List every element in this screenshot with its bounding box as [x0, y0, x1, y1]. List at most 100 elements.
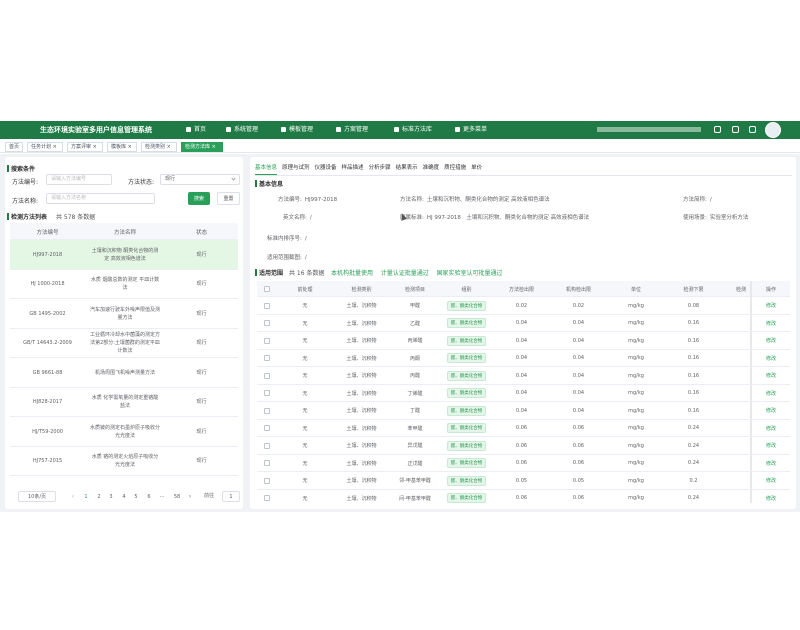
- column-header: 检测项目: [390, 281, 440, 297]
- table-cell: 正戊醛: [390, 455, 440, 473]
- table-cell: 0.16: [665, 332, 722, 350]
- edit-link[interactable]: 修改: [752, 367, 790, 385]
- search-button[interactable]: 搜索: [188, 192, 210, 205]
- page-number[interactable]: 6: [145, 491, 153, 502]
- edit-link[interactable]: 修改: [752, 350, 790, 368]
- detail-tab[interactable]: 基本信息: [255, 163, 277, 175]
- page-size[interactable]: 10条/页: [18, 491, 56, 502]
- table-cell: 土壤、沉积物: [333, 367, 390, 385]
- batch-action[interactable]: 本机构批量使用: [331, 268, 373, 277]
- section-title: 搜索条件: [11, 164, 35, 173]
- input[interactable]: 请输入方法名称: [46, 193, 155, 204]
- detail-tab[interactable]: 质控措施: [444, 163, 466, 175]
- edit-link[interactable]: 修改: [752, 472, 790, 490]
- header-checkbox[interactable]: [264, 286, 270, 292]
- detail-tab[interactable]: 仪器设备: [315, 163, 337, 175]
- row-checkbox[interactable]: [264, 443, 270, 449]
- table-cell: 汽车加速行驶车外噪声限值及测量方法: [90, 299, 160, 329]
- page-tab[interactable]: 首页: [5, 142, 23, 152]
- page-number[interactable]: 4: [120, 491, 128, 502]
- select[interactable]: 现行: [160, 174, 240, 185]
- row-checkbox[interactable]: [264, 390, 270, 396]
- table-cell: 土壤、沉积物: [333, 315, 390, 333]
- toolbar-icon[interactable]: [714, 126, 721, 133]
- tab-close[interactable]: ×: [165, 144, 171, 150]
- reset-button[interactable]: 重置: [217, 192, 240, 205]
- table-cell: 异戊醛: [390, 437, 440, 455]
- tab-close[interactable]: ×: [210, 144, 216, 150]
- edit-link[interactable]: 修改: [752, 385, 790, 403]
- nav-item[interactable]: 更多菜单: [463, 121, 487, 139]
- row-checkbox[interactable]: [264, 425, 270, 431]
- toolbar-icon[interactable]: [749, 126, 756, 133]
- field-label: 方法状态:: [128, 177, 154, 186]
- table-cell: 丙醛: [390, 367, 440, 385]
- edit-link[interactable]: 修改: [752, 455, 790, 473]
- tab-label: 检测方法库: [185, 144, 210, 150]
- edit-link[interactable]: 修改: [752, 332, 790, 350]
- tab-close[interactable]: ×: [126, 144, 132, 150]
- nav-item[interactable]: 标准方法库: [402, 121, 432, 139]
- table-cell: 无: [277, 472, 333, 490]
- page-tab[interactable]: 任务计划 ×: [27, 142, 63, 152]
- row-checkbox[interactable]: [264, 320, 270, 326]
- page-tab[interactable]: 模板库 ×: [107, 142, 137, 152]
- row-checkbox[interactable]: [264, 355, 270, 361]
- row-checkbox[interactable]: [264, 338, 270, 344]
- edit-link[interactable]: 修改: [752, 420, 790, 438]
- batch-action[interactable]: 计量认证批量通过: [381, 268, 429, 277]
- detail-tab[interactable]: 准确度: [423, 163, 440, 175]
- nav-item[interactable]: 系统管理: [234, 121, 258, 139]
- detail-tab[interactable]: 样品描述: [342, 163, 364, 175]
- next-page[interactable]: ›: [187, 491, 193, 502]
- detail-tab[interactable]: 单价: [471, 163, 482, 175]
- row-checkbox[interactable]: [264, 478, 270, 484]
- nav-item[interactable]: 模板管理: [289, 121, 313, 139]
- row-checkbox[interactable]: [264, 408, 270, 414]
- row-checkbox[interactable]: [264, 495, 270, 501]
- nav-item[interactable]: 首页: [194, 121, 206, 139]
- detail-tab[interactable]: 结果表示: [396, 163, 418, 175]
- info-field: 适用范围截图:/: [267, 253, 307, 261]
- page-tab[interactable]: 方案评审 ×: [67, 142, 103, 152]
- toolbar-icon[interactable]: [732, 126, 739, 133]
- detail-tab[interactable]: 分析步骤: [369, 163, 391, 175]
- tab-close[interactable]: ×: [91, 144, 97, 150]
- avatar[interactable]: [765, 122, 781, 138]
- page-number[interactable]: 1: [82, 491, 90, 502]
- column-header: 方法名称: [85, 223, 165, 240]
- table-cell: 0.04: [493, 367, 550, 385]
- row-checkbox[interactable]: [264, 373, 270, 379]
- batch-action[interactable]: 国家实验室认可批量通过: [437, 268, 503, 277]
- page-tab[interactable]: 检测类别 ×: [141, 142, 177, 152]
- table-cell: 0.06: [493, 455, 550, 473]
- edit-link[interactable]: 修改: [752, 297, 790, 315]
- detail-tab[interactable]: 原理与试剂: [282, 163, 310, 175]
- nav-item[interactable]: 方案管理: [344, 121, 368, 139]
- column-header: 单位: [607, 281, 665, 297]
- goto-input[interactable]: 1: [222, 491, 240, 502]
- info-field: 同属标准:HJ 997-2018 土壤和沉积物、酮类化合物的测定 高效液相色谱法: [400, 213, 589, 221]
- table-cell: 现行: [170, 358, 233, 388]
- table-cell: 无: [277, 437, 333, 455]
- page-tab[interactable]: 检测方法库 ×: [181, 142, 223, 152]
- nav-icon: [394, 127, 399, 132]
- table-cell: 醛、酮类化合物: [440, 472, 493, 490]
- group-tag: 醛、酮类化合物: [447, 388, 487, 398]
- row-checkbox[interactable]: [264, 303, 270, 309]
- prev-page[interactable]: ‹: [70, 491, 76, 502]
- tab-close[interactable]: ×: [51, 144, 57, 150]
- edit-link[interactable]: 修改: [752, 402, 790, 420]
- table-cell: HJ/T59-2000: [15, 417, 80, 447]
- table-cell: 醛、酮类化合物: [440, 315, 493, 333]
- edit-link[interactable]: 修改: [752, 437, 790, 455]
- field-value: /: [305, 255, 307, 261]
- page-number[interactable]: 2: [95, 491, 103, 502]
- page-number[interactable]: 3: [107, 491, 115, 502]
- edit-link[interactable]: 修改: [752, 315, 790, 333]
- page-number[interactable]: 58: [172, 491, 182, 502]
- page-number[interactable]: 5: [132, 491, 140, 502]
- field-label: 适用范围截图:: [267, 255, 302, 261]
- input[interactable]: 请输入方法编号: [46, 174, 112, 185]
- row-checkbox[interactable]: [264, 460, 270, 466]
